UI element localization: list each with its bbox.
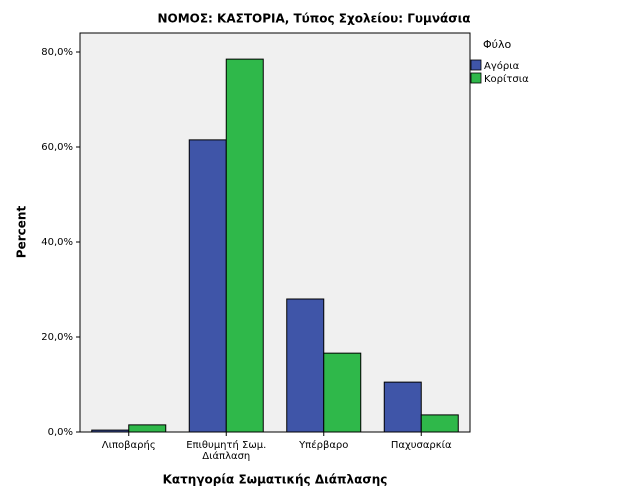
legend-swatch: [470, 59, 482, 71]
x-tick-label: Επιθυμητή Σωμ. Διάπλαση: [186, 440, 267, 462]
bar: [225, 58, 264, 433]
y-tick-label: 0,0%: [48, 427, 73, 438]
y-axis-label: Percent: [15, 206, 29, 259]
y-tick-label: 40,0%: [41, 237, 73, 248]
x-tick-label: Λιποβαρής: [101, 440, 156, 451]
plot-area: [79, 32, 471, 433]
y-tick-label: 80,0%: [41, 47, 73, 58]
bar: [383, 381, 422, 433]
y-tick-label: 60,0%: [41, 142, 73, 153]
legend-swatch: [470, 72, 482, 84]
bar: [286, 298, 325, 433]
y-tick-label: 20,0%: [41, 332, 73, 343]
legend-label: Αγόρια: [484, 60, 520, 72]
chart-title: ΝΟΜΟΣ: ΚΑΣΤΟΡΙΑ, Τύπος Σχολείου: Γυμνάσι…: [157, 12, 470, 26]
bar: [91, 429, 130, 433]
bar: [323, 352, 362, 433]
x-axis-label: Κατηγορία Σωματικής Διάπλασης: [163, 473, 388, 487]
bar: [188, 139, 227, 433]
legend-label: Κορίτσια: [484, 73, 529, 85]
x-tick-label: Υπέρβαρο: [299, 440, 349, 451]
x-tick-label: Παχυσαρκία: [390, 440, 452, 451]
bar: [420, 414, 459, 433]
legend-title: Φύλο: [483, 38, 512, 51]
bar: [128, 424, 167, 433]
